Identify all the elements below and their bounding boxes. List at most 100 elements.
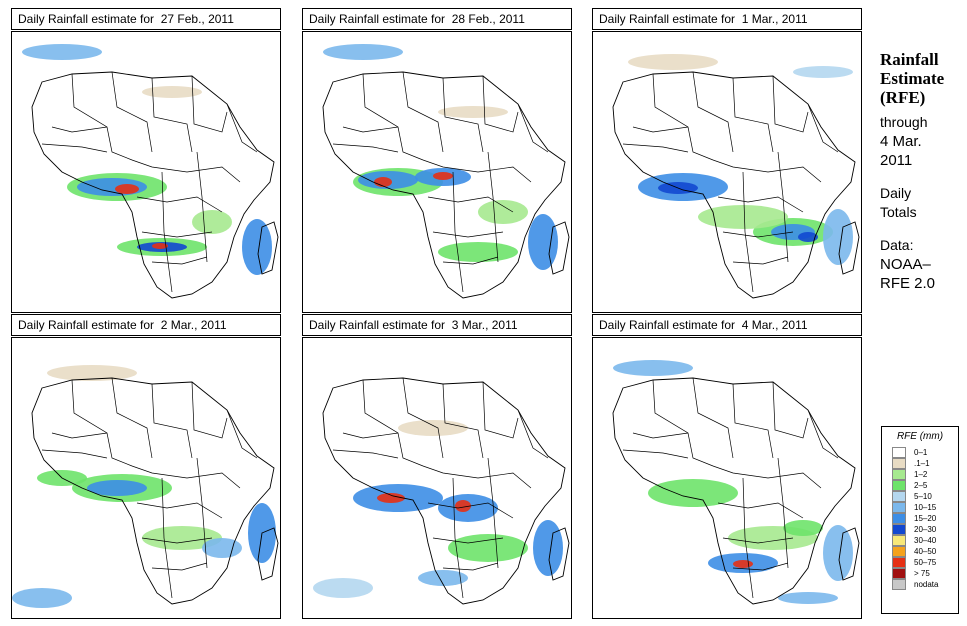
end-date: 4 Mar. xyxy=(880,133,922,150)
country-border xyxy=(452,477,464,599)
map-panel-28feb: Daily Rainfall estimate for 28 Feb., 201… xyxy=(302,8,572,313)
country-border xyxy=(151,562,208,571)
country-border xyxy=(427,502,514,519)
sidebar-description: Rainfall Estimate (RFE) through 4 Mar. 2… xyxy=(880,50,967,293)
legend-item: 5–10 xyxy=(892,491,958,502)
country-border xyxy=(442,383,484,459)
rainfall-area xyxy=(142,526,222,550)
country-border xyxy=(226,409,258,459)
map-panel-1mar: Daily Rainfall estimate for 1 Mar., 2011 xyxy=(592,8,862,313)
country-border xyxy=(722,231,794,238)
rainfall-area xyxy=(192,210,232,234)
panel-title: Daily Rainfall estimate for 1 Mar., 2011 xyxy=(592,8,862,30)
map-canvas xyxy=(12,365,279,608)
rainfall-map xyxy=(592,337,862,619)
map-canvas xyxy=(322,44,570,299)
country-border xyxy=(151,256,208,265)
map-panel-2mar: Daily Rainfall estimate for 2 Mar., 2011 xyxy=(11,314,281,619)
country-border xyxy=(196,457,208,569)
country-border xyxy=(732,77,774,153)
country-border xyxy=(136,502,223,519)
country-border xyxy=(196,151,208,263)
data-label: Data: xyxy=(880,237,914,253)
country-border xyxy=(432,537,504,544)
map-panel-27feb: Daily Rainfall estimate for 27 Feb., 201… xyxy=(11,8,281,313)
country-border xyxy=(41,449,108,459)
country-border xyxy=(422,465,532,489)
rainfall-area xyxy=(438,106,508,118)
madagascar-outline xyxy=(838,221,860,275)
legend-item: nodata xyxy=(892,579,958,590)
country-border xyxy=(482,75,519,133)
country-border xyxy=(717,502,804,519)
rainfall-map xyxy=(11,31,281,313)
coastline xyxy=(322,71,566,299)
title-line: Estimate xyxy=(880,69,945,88)
legend-swatch xyxy=(892,535,906,546)
map-panel-3mar: Daily Rainfall estimate for 3 Mar., 2011 xyxy=(302,314,572,619)
rainfall-area xyxy=(242,219,272,275)
data-source-version: RFE 2.0 xyxy=(880,275,936,292)
panel-title: Daily Rainfall estimate for 28 Feb., 201… xyxy=(302,8,572,30)
country-border xyxy=(622,449,689,459)
country-border xyxy=(342,432,399,439)
legend-swatch xyxy=(892,546,906,557)
country-border xyxy=(442,77,484,153)
rainfall-area xyxy=(47,365,137,381)
daily-label: Daily xyxy=(880,185,912,201)
legend-item: 40–50 xyxy=(892,546,958,557)
legend: RFE (mm) 0–1 .1–1 1–2 2–5 5–10 10–15 15–20 20–3… xyxy=(881,426,959,614)
rainfall-area xyxy=(142,86,202,98)
rainfall-area xyxy=(448,534,528,562)
country-border xyxy=(191,381,228,439)
country-border xyxy=(151,77,193,153)
country-border xyxy=(141,537,213,544)
country-border xyxy=(402,71,444,153)
country-border xyxy=(442,256,499,265)
rainfall-area xyxy=(313,578,373,598)
legend-label: 1–2 xyxy=(914,470,928,479)
country-border xyxy=(772,75,809,133)
country-border xyxy=(712,465,822,489)
rainfall-area xyxy=(323,44,403,60)
country-border xyxy=(51,126,108,133)
country-border xyxy=(131,159,241,183)
country-border xyxy=(622,143,689,153)
coastline xyxy=(31,71,275,299)
legend-swatch xyxy=(892,491,906,502)
title-line: Rainfall xyxy=(880,50,939,69)
legend-label: 10–15 xyxy=(914,503,937,512)
country-border xyxy=(111,377,153,459)
country-border xyxy=(732,256,789,265)
country-border xyxy=(722,537,794,544)
rainfall-area xyxy=(798,232,818,242)
country-border xyxy=(717,196,804,213)
end-year: 2011 xyxy=(880,152,913,169)
country-border xyxy=(742,477,754,599)
legend-label: 15–20 xyxy=(914,514,937,523)
legend-swatch xyxy=(892,524,906,535)
country-border xyxy=(482,381,519,439)
legend-swatch xyxy=(892,557,906,568)
rainfall-area xyxy=(87,480,147,496)
country-border xyxy=(807,409,839,459)
rainfall-area xyxy=(115,184,139,194)
data-source: NOAA– xyxy=(880,256,931,273)
country-border xyxy=(487,457,499,569)
country-border xyxy=(151,383,193,459)
madagascar-outline xyxy=(548,527,570,581)
legend-swatch xyxy=(892,458,906,469)
legend-swatch xyxy=(892,480,906,491)
country-border xyxy=(226,103,258,153)
country-border xyxy=(777,151,789,263)
country-border xyxy=(342,126,399,133)
country-border xyxy=(487,151,499,263)
legend-label: 40–50 xyxy=(914,547,937,556)
country-border xyxy=(772,381,809,439)
legend-label: > 75 xyxy=(914,569,930,578)
rainfall-area xyxy=(433,172,453,180)
country-border xyxy=(777,457,789,569)
country-border xyxy=(452,171,464,293)
rainfall-map xyxy=(302,31,572,313)
rainfall-area xyxy=(733,560,753,568)
